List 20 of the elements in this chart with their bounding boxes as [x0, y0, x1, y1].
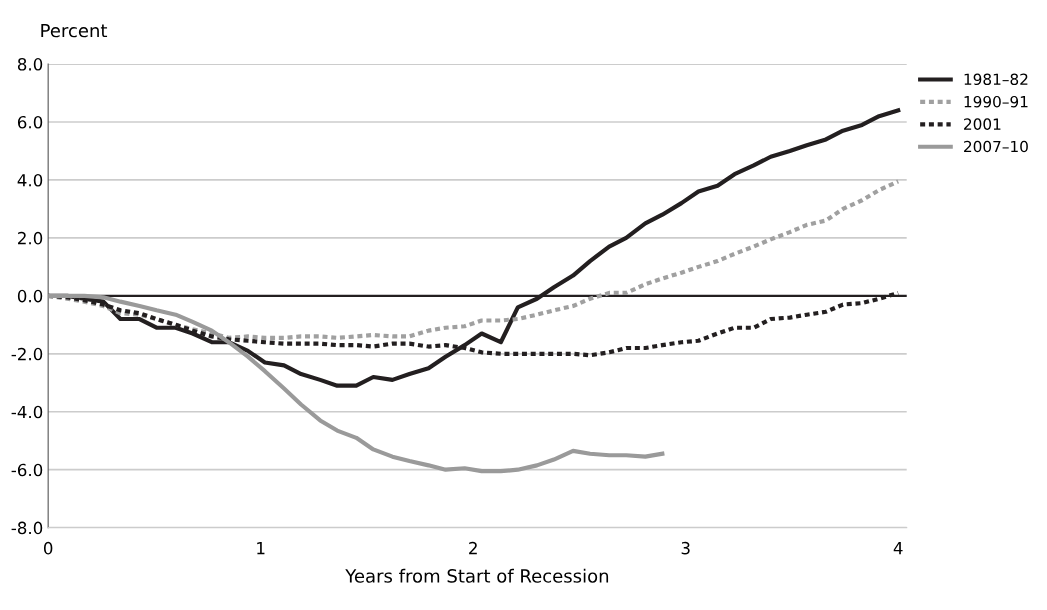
x-tick-label: 0 — [43, 541, 53, 555]
legend-label: 1981–82 — [964, 73, 1028, 86]
y-tick-label: 8.0 — [17, 58, 43, 71]
x-axis-title: Years from Start of Recession — [345, 568, 609, 583]
y-tick-label: 0.0 — [17, 289, 43, 303]
legend-label: 2007–10 — [964, 140, 1028, 153]
x-tick-label: 3 — [681, 541, 690, 555]
y-tick-label: -6.0 — [11, 463, 43, 477]
legend-label: 1990–91 — [964, 95, 1028, 108]
y-tick-label: 2.0 — [18, 231, 43, 245]
x-tick-label: 4 — [893, 542, 903, 555]
y-axis-title: Percent — [41, 23, 108, 38]
legend-label: 2001 — [964, 118, 1001, 130]
x-tick-label: 1 — [257, 542, 265, 555]
y-tick-label: -4.0 — [11, 405, 43, 419]
x-tick-label: 2 — [469, 541, 477, 555]
y-tick-label: -2.0 — [11, 347, 43, 361]
y-tick-label: 6.0 — [17, 115, 43, 129]
y-tick-label: -8.0 — [11, 521, 43, 535]
y-tick-label: 4.0 — [17, 173, 43, 187]
